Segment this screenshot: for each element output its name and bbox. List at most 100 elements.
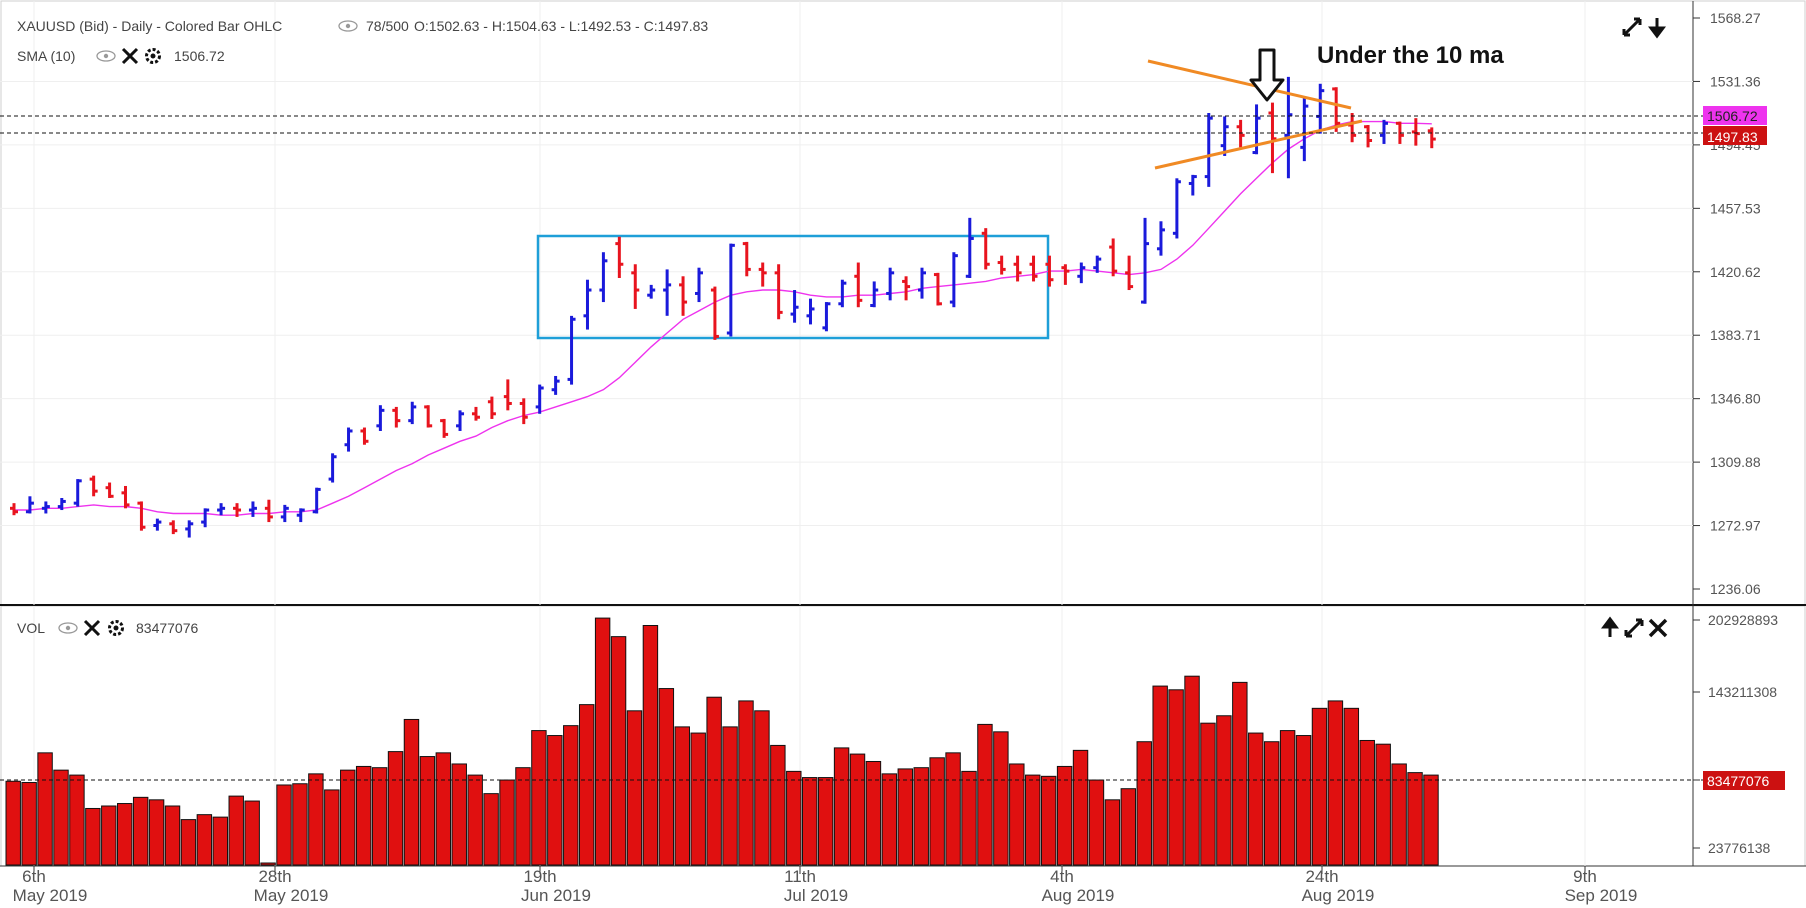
ohlc-bar bbox=[1411, 118, 1420, 146]
vol-gear-icon[interactable] bbox=[108, 620, 124, 636]
price-tick-label: 1420.62 bbox=[1710, 264, 1761, 280]
ohlc-bar bbox=[376, 405, 385, 431]
volume-bar bbox=[961, 770, 977, 866]
ohlc-bar bbox=[583, 279, 592, 330]
date-tick-month: May 2019 bbox=[13, 886, 88, 905]
volume-bar bbox=[435, 752, 452, 866]
volume-bar bbox=[515, 767, 531, 866]
volume-bar bbox=[738, 700, 754, 866]
volume-bar bbox=[148, 799, 165, 866]
ohlc-bar bbox=[1141, 217, 1150, 304]
ohlc-bar bbox=[503, 379, 512, 411]
ohlc-bar bbox=[758, 262, 767, 287]
ohlc-bar bbox=[694, 267, 703, 303]
ohlc-bar bbox=[344, 427, 353, 452]
ohlc-bar bbox=[1109, 238, 1118, 277]
ohlc-bar bbox=[1427, 127, 1436, 149]
vol-expand-icon[interactable] bbox=[1624, 618, 1644, 638]
ohlc-bar bbox=[1188, 174, 1197, 196]
sma-close-icon[interactable] bbox=[121, 47, 139, 65]
vol-close-icon[interactable] bbox=[83, 619, 101, 637]
volume-bar bbox=[1184, 675, 1200, 866]
ohlc-bar bbox=[902, 276, 911, 301]
volume-bar bbox=[1407, 772, 1423, 866]
price-download-icon[interactable] bbox=[1648, 18, 1666, 39]
ohlc-bar bbox=[296, 508, 305, 523]
volume-bar bbox=[594, 617, 611, 866]
vol-close-panel-icon[interactable] bbox=[1648, 618, 1668, 638]
ohlc-bar bbox=[854, 262, 863, 308]
volume-bar bbox=[37, 752, 53, 866]
volume-bar bbox=[817, 777, 834, 866]
vol-label: VOL bbox=[17, 620, 45, 636]
svg-text:83477076: 83477076 bbox=[1707, 773, 1770, 789]
ohlc-bar bbox=[726, 243, 735, 337]
vol-eye-icon[interactable] bbox=[58, 622, 78, 634]
volume-bar bbox=[1136, 741, 1152, 866]
volume-bar bbox=[563, 725, 579, 866]
volume-bar bbox=[881, 773, 898, 866]
volume-bar bbox=[1216, 715, 1232, 866]
volume-bar bbox=[69, 774, 85, 866]
ohlc-bar bbox=[1061, 264, 1070, 285]
date-tick-month: Sep 2019 bbox=[1565, 886, 1638, 905]
volume-bar bbox=[1279, 730, 1296, 866]
ohlc-bar bbox=[89, 475, 98, 497]
volume-bar bbox=[1104, 799, 1121, 866]
ohlc-bar bbox=[631, 264, 640, 309]
ohlc-bar bbox=[886, 267, 895, 301]
ohlc-bar bbox=[997, 255, 1006, 275]
volume-bar bbox=[403, 718, 420, 866]
consolidation-box bbox=[536, 234, 1050, 340]
volume-bar bbox=[1120, 788, 1137, 866]
ohlc-bar bbox=[1300, 97, 1309, 162]
volume-bar bbox=[1200, 722, 1216, 866]
price-tick-label: 1383.71 bbox=[1710, 327, 1761, 343]
date-tick-day: 9th bbox=[1573, 867, 1597, 886]
date-tick-month: Aug 2019 bbox=[1042, 886, 1115, 905]
price-expand-icon[interactable] bbox=[1622, 17, 1642, 37]
ohlc-bar bbox=[328, 453, 337, 483]
ohlc-bar bbox=[57, 498, 66, 511]
date-tick-day: 24th bbox=[1305, 867, 1338, 886]
eye-icon[interactable] bbox=[338, 20, 358, 32]
volume-bars bbox=[5, 617, 1439, 866]
volume-bar bbox=[1168, 689, 1184, 866]
volume-bar bbox=[690, 732, 706, 866]
volume-bar bbox=[276, 784, 292, 866]
volume-bar bbox=[658, 688, 675, 866]
sma-gear-icon[interactable] bbox=[145, 48, 161, 64]
volume-bar bbox=[1152, 685, 1168, 866]
date-tick-month: Jun 2019 bbox=[521, 886, 591, 905]
volume-bar bbox=[1232, 681, 1248, 866]
date-tick-month: Aug 2019 bbox=[1302, 886, 1375, 905]
ohlc-bar bbox=[838, 279, 847, 308]
volume-bar bbox=[1295, 735, 1312, 866]
volume-bar bbox=[977, 723, 993, 866]
chart-title: XAUUSD (Bid) - Daily - Colored Bar OHLC bbox=[17, 18, 282, 34]
ohlc-bar bbox=[981, 228, 990, 270]
volume-bar bbox=[371, 767, 388, 866]
price-tick-label: 1309.88 bbox=[1710, 454, 1761, 470]
ohlc-bar bbox=[248, 501, 257, 517]
ohlc-bar bbox=[1379, 119, 1388, 144]
volume-bar bbox=[228, 795, 244, 866]
price-tick-label: 1346.80 bbox=[1710, 391, 1761, 407]
price-axis-ticks: 1568.271531.361494.451457.531420.621383.… bbox=[1693, 10, 1761, 597]
sma-layer bbox=[14, 120, 1432, 516]
volume-bar bbox=[499, 779, 515, 866]
vol-up-icon[interactable] bbox=[1601, 616, 1619, 637]
price-tick-label: 1568.27 bbox=[1710, 10, 1761, 26]
volume-bar bbox=[1040, 775, 1057, 866]
ohlc-bar bbox=[487, 396, 496, 419]
volume-bar bbox=[212, 816, 229, 866]
volume-bar bbox=[483, 793, 499, 866]
volume-bar bbox=[1359, 739, 1375, 866]
sma-label: SMA (10) bbox=[17, 48, 75, 64]
ohlc-bar bbox=[790, 290, 799, 323]
sma-eye-icon[interactable] bbox=[96, 50, 116, 62]
ohlc-bar bbox=[264, 499, 273, 523]
ohlc-bar bbox=[185, 520, 194, 538]
ohlc-bar bbox=[153, 518, 162, 531]
